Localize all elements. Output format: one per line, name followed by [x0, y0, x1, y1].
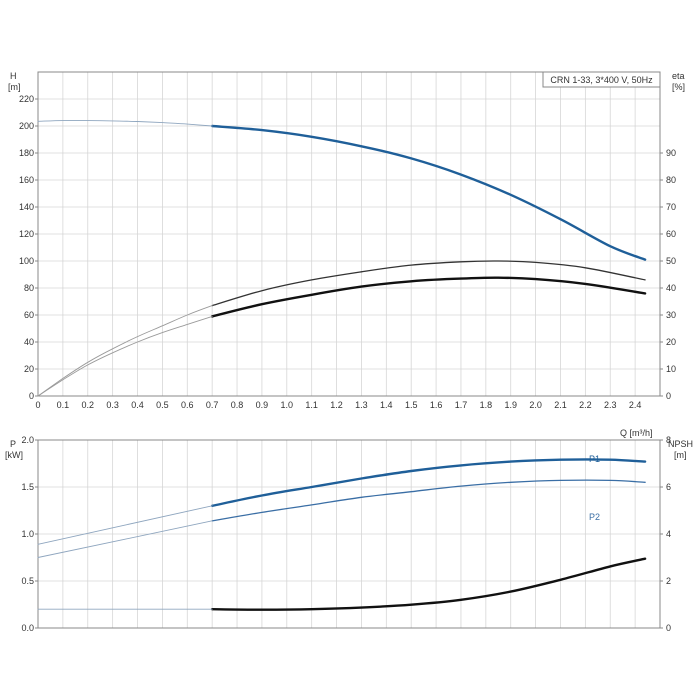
x-tick-label: 0.7: [206, 400, 219, 410]
y-left-tick-label: 80: [24, 283, 34, 293]
p1-series-label: P1: [589, 454, 600, 464]
p2-series-label: P2: [589, 512, 600, 522]
x-tick-label: 1.3: [355, 400, 368, 410]
series-line: [37, 520, 213, 558]
top-panel: 0 20 40 60 80 100 120 140 160 180 200 220 0 10 20 30 40 5…: [8, 71, 685, 438]
y-right-tick-label: 70: [666, 202, 676, 212]
y-left-tick-label: 0.5: [21, 576, 34, 586]
y-right-tick-label: 4: [666, 529, 671, 539]
top-y-left-label-1: H: [10, 71, 17, 81]
y-left-tick-label: 0: [29, 391, 34, 401]
x-tick-label: 1.1: [305, 400, 318, 410]
x-tick-label: 0.6: [181, 400, 194, 410]
series-line: [211, 260, 646, 307]
y-left-tick-label: 100: [19, 256, 34, 266]
x-tick-label: 0.2: [82, 400, 95, 410]
x-tick-label: 1.6: [430, 400, 443, 410]
series-line: [37, 315, 213, 397]
x-tick-label: 0.9: [256, 400, 269, 410]
series-line: [211, 479, 646, 522]
x-tick-label: 1.8: [480, 400, 493, 410]
model-label-box: CRN 1-33, 3*400 V, 50Hz: [542, 71, 661, 88]
series-line: [211, 458, 647, 507]
top-y-right-label-1: eta: [672, 71, 685, 81]
top-tick-labels: 0 20 40 60 80 100 120 140 160 180 200 220 0 10 20 30 40 5…: [19, 94, 676, 410]
y-right-tick-label: 20: [666, 337, 676, 347]
top-y-left-label-2: [m]: [8, 82, 21, 92]
x-tick-label: 0.8: [231, 400, 244, 410]
top-grid: [38, 72, 660, 396]
y-left-tick-label: 180: [19, 148, 34, 158]
y-right-tick-label: 10: [666, 364, 676, 374]
top-curves: [37, 120, 647, 397]
y-right-tick-label: 80: [666, 175, 676, 185]
x-tick-label: 0.3: [106, 400, 119, 410]
y-left-tick-label: 20: [24, 364, 34, 374]
series-line: [211, 276, 647, 318]
x-tick-label: 0.5: [156, 400, 169, 410]
x-tick-label: 1.2: [330, 400, 343, 410]
series-line: [37, 120, 213, 127]
y-left-tick-label: 2.0: [21, 435, 34, 445]
x-tick-label: 2.4: [629, 400, 642, 410]
x-tick-label: 0.4: [131, 400, 144, 410]
y-left-tick-label: 140: [19, 202, 34, 212]
y-left-tick-label: 1.0: [21, 529, 34, 539]
bottom-y-right-label-1: NPSH: [668, 439, 693, 449]
y-right-tick-label: 50: [666, 256, 676, 266]
y-left-tick-label: 60: [24, 310, 34, 320]
model-label: CRN 1-33, 3*400 V, 50Hz: [550, 75, 653, 85]
x-tick-label: 1.0: [281, 400, 294, 410]
y-right-tick-label: 40: [666, 283, 676, 293]
y-left-tick-label: 0.0: [21, 623, 34, 633]
x-tick-label: 1.7: [455, 400, 468, 410]
bottom-y-left-label-2: [kW]: [5, 450, 23, 460]
bottom-tick-labels: 0.0 0.5 1.0 1.5 2.0 0 2 4 6 8: [21, 435, 671, 633]
y-left-tick-label: 40: [24, 337, 34, 347]
y-right-tick-label: 30: [666, 310, 676, 320]
x-tick-label: 2.0: [529, 400, 542, 410]
series-line: [211, 557, 647, 611]
y-right-tick-label: 60: [666, 229, 676, 239]
bottom-grid: [38, 439, 660, 628]
x-tick-label: 0: [35, 400, 40, 410]
y-right-tick-label: 6: [666, 482, 671, 492]
y-right-tick-label: 0: [666, 623, 671, 633]
bottom-y-left-label-1: P: [10, 439, 16, 449]
x-tick-label: 2.1: [554, 400, 567, 410]
series-line: [37, 305, 213, 397]
x-tick-label: 2.3: [604, 400, 617, 410]
y-left-tick-label: 160: [19, 175, 34, 185]
x-tick-label: 1.9: [504, 400, 517, 410]
series-line: [37, 505, 213, 545]
top-y-right-label-2: [%]: [672, 82, 685, 92]
y-right-tick-label: 8: [666, 435, 671, 445]
y-left-tick-label: 1.5: [21, 482, 34, 492]
series-line: [211, 124, 647, 261]
x-tick-label: 1.4: [380, 400, 393, 410]
y-right-tick-label: 2: [666, 576, 671, 586]
y-left-tick-label: 200: [19, 121, 34, 131]
y-left-tick-label: 120: [19, 229, 34, 239]
x-tick-label: 0.1: [57, 400, 70, 410]
x-tick-label: 1.5: [405, 400, 418, 410]
y-right-tick-label: 90: [666, 148, 676, 158]
y-right-tick-label: 0: [666, 391, 671, 401]
top-x-axis-label: Q [m³/h]: [620, 428, 653, 438]
x-tick-label: 2.2: [579, 400, 592, 410]
bottom-curves: [37, 458, 647, 611]
bottom-y-right-label-2: [m]: [674, 450, 687, 460]
y-left-tick-label: 220: [19, 94, 34, 104]
